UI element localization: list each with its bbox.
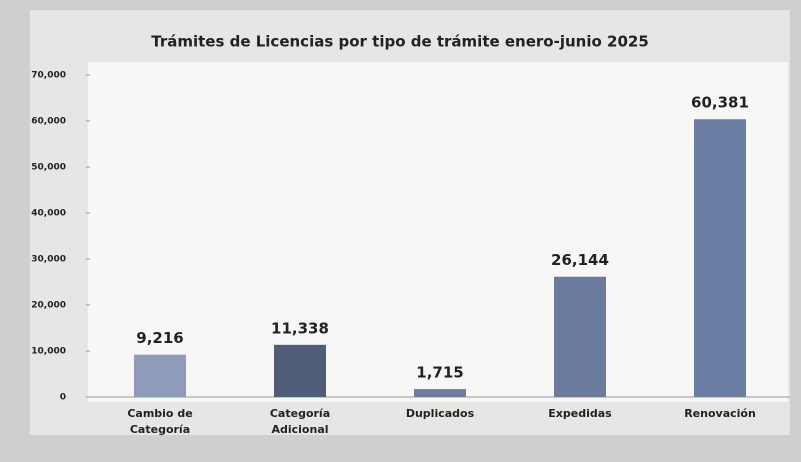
bar [274,344,326,397]
bar [694,119,746,397]
plot-area [88,62,788,402]
x-tick-label: Cambio de Categoría [127,407,192,436]
y-tick-label: 50,000 [31,163,66,173]
value-label: 60,381 [691,94,749,112]
x-tick-label: Duplicados [406,407,475,420]
chart-title: Trámites de Licencias por tipo de trámit… [151,33,649,51]
bar [134,354,186,397]
y-tick-label: 60,000 [31,117,66,127]
value-label: 1,715 [416,364,463,382]
bar [554,276,606,397]
y-tick-label: 30,000 [31,255,66,265]
y-tick-label: 20,000 [31,301,66,311]
y-tick-label: 0 [60,393,66,403]
y-tick-label: 10,000 [31,347,66,357]
value-label: 11,338 [271,319,329,337]
x-tick-label: Renovación [684,407,756,420]
x-tick-label: Categoría Adicional [270,407,330,436]
value-label: 9,216 [136,329,183,347]
y-tick-label: 40,000 [31,209,66,219]
bar [414,389,466,397]
y-tick-label: 70,000 [31,71,66,81]
x-tick-label: Expedidas [548,407,612,420]
value-label: 26,144 [551,251,609,269]
